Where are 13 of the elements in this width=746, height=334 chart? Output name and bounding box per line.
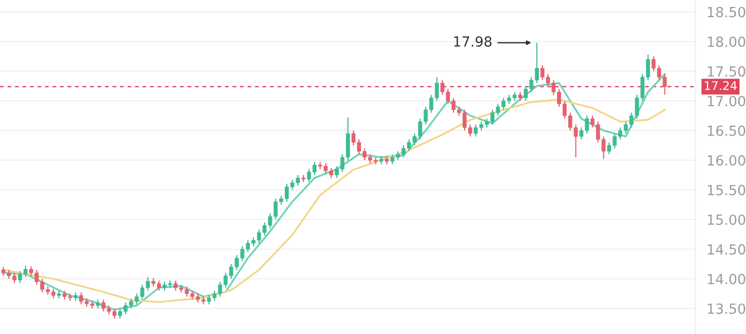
y-tick-label: 16.50	[708, 125, 746, 136]
annotation: 17.98	[454, 36, 492, 47]
y-tick-label: 13.50	[708, 303, 746, 314]
y-tick-label: 16.00	[708, 155, 746, 166]
y-tick-label: 15.00	[708, 214, 746, 225]
y-tick-label: 15.50	[708, 184, 746, 196]
y-tick-label: 14.50	[708, 244, 746, 255]
y-tick-label: 18.50	[708, 6, 746, 18]
y-tick-label: 14.00	[708, 274, 746, 284]
ref-line-label: 17.24	[704, 81, 737, 90]
y-tick-label: 18.00	[708, 36, 746, 47]
y-tick-label: 17.00	[708, 96, 746, 106]
y-tick-label: 17.50	[708, 66, 746, 77]
